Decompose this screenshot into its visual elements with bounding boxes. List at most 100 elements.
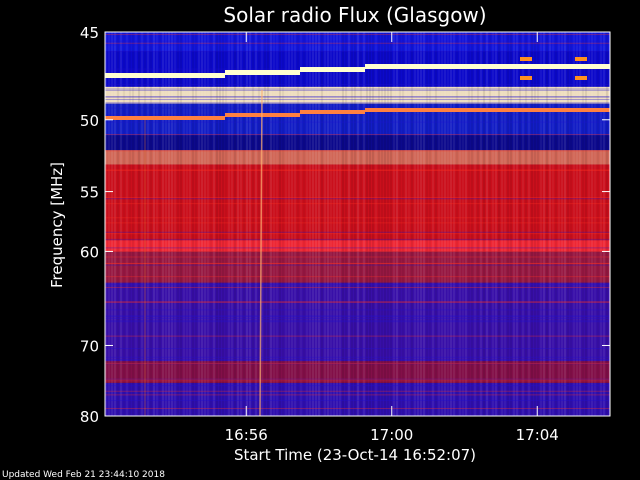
texture-stripe	[345, 32, 347, 416]
texture-stripe	[201, 32, 203, 416]
texture-stripe	[480, 32, 482, 416]
interference-line	[365, 108, 610, 112]
texture-stripe	[291, 32, 293, 416]
texture-stripe	[327, 32, 329, 416]
texture-stripe	[534, 32, 536, 416]
frequency-band	[105, 240, 610, 252]
interference-line	[105, 116, 225, 120]
texture-stripe	[591, 32, 593, 416]
texture-stripe	[204, 32, 206, 416]
texture-stripe	[330, 32, 332, 416]
texture-stripe	[219, 32, 221, 416]
texture-stripe	[252, 32, 254, 416]
texture-stripe	[402, 32, 404, 416]
texture-stripe	[588, 32, 590, 416]
y-axis-label: Frequency [MHz]	[48, 162, 66, 288]
texture-stripe	[483, 32, 485, 416]
texture-stripe	[576, 32, 578, 416]
texture-stripe	[336, 32, 338, 416]
texture-stripe	[117, 32, 119, 416]
texture-stripe	[186, 32, 188, 416]
texture-stripe	[195, 32, 197, 416]
frequency-band	[105, 251, 610, 283]
texture-stripe	[132, 32, 134, 416]
texture-stripe	[318, 32, 320, 416]
texture-stripe	[396, 32, 398, 416]
texture-stripe	[543, 32, 545, 416]
interference-line	[225, 70, 300, 75]
texture-stripe	[516, 32, 518, 416]
texture-stripe	[381, 32, 383, 416]
y-tick-label: 45	[80, 24, 99, 42]
texture-stripe	[168, 32, 170, 416]
texture-stripe	[555, 32, 557, 416]
texture-stripe	[180, 32, 182, 416]
texture-stripe	[234, 32, 236, 416]
texture-stripe	[147, 32, 149, 416]
texture-stripe	[228, 32, 230, 416]
texture-stripe	[339, 32, 341, 416]
texture-stripe	[450, 32, 452, 416]
texture-stripe	[573, 32, 575, 416]
texture-stripe	[501, 32, 503, 416]
frequency-band	[105, 164, 610, 241]
texture-stripe	[582, 32, 584, 416]
interference-line	[365, 64, 610, 69]
texture-stripe	[111, 32, 113, 416]
texture-stripe	[405, 32, 407, 416]
texture-stripe	[564, 32, 566, 416]
y-axis: 45 50 55 60 70 80	[80, 24, 610, 426]
texture-stripe	[603, 32, 605, 416]
texture-stripe	[237, 32, 239, 416]
frequency-band	[105, 32, 610, 52]
texture-stripe	[303, 32, 305, 416]
texture-stripe	[159, 32, 161, 416]
texture-stripe	[438, 32, 440, 416]
texture-stripe	[306, 32, 308, 416]
texture-stripe	[537, 32, 539, 416]
texture-stripe	[300, 32, 302, 416]
texture-stripe	[150, 32, 152, 416]
texture-stripe	[114, 32, 116, 416]
texture-stripe	[507, 32, 509, 416]
emission-spot	[520, 57, 532, 61]
texture-stripe	[246, 32, 248, 416]
texture-stripe	[489, 32, 491, 416]
texture-stripe	[399, 32, 401, 416]
texture-stripe	[366, 32, 368, 416]
texture-stripe	[135, 32, 137, 416]
texture-stripe	[465, 32, 467, 416]
texture-stripe	[426, 32, 428, 416]
interference-line	[300, 67, 365, 72]
texture-stripe	[333, 32, 335, 416]
texture-stripe	[429, 32, 431, 416]
texture-stripe	[414, 32, 416, 416]
emission-spot	[575, 57, 587, 61]
texture-stripe	[567, 32, 569, 416]
texture-stripe	[600, 32, 602, 416]
texture-stripe	[417, 32, 419, 416]
frequency-band	[105, 361, 610, 384]
texture-stripe	[372, 32, 374, 416]
texture-stripe	[261, 32, 263, 416]
x-axis-label: Start Time (23-Oct-14 16:52:07)	[234, 446, 476, 464]
texture-stripe	[408, 32, 410, 416]
y-tick-label: 55	[80, 184, 99, 202]
frequency-band	[105, 135, 610, 151]
texture-stripe	[432, 32, 434, 416]
texture-stripe	[522, 32, 524, 416]
texture-stripe	[165, 32, 167, 416]
texture-stripe	[504, 32, 506, 416]
texture-stripe	[495, 32, 497, 416]
texture-stripe	[510, 32, 512, 416]
texture-stripe	[459, 32, 461, 416]
x-tick-label: 17:00	[370, 426, 413, 444]
texture-stripe	[498, 32, 500, 416]
texture-stripe	[597, 32, 599, 416]
texture-stripe	[531, 32, 533, 416]
texture-stripe	[606, 32, 608, 416]
texture-stripe	[519, 32, 521, 416]
texture-stripe	[198, 32, 200, 416]
texture-stripe	[174, 32, 176, 416]
